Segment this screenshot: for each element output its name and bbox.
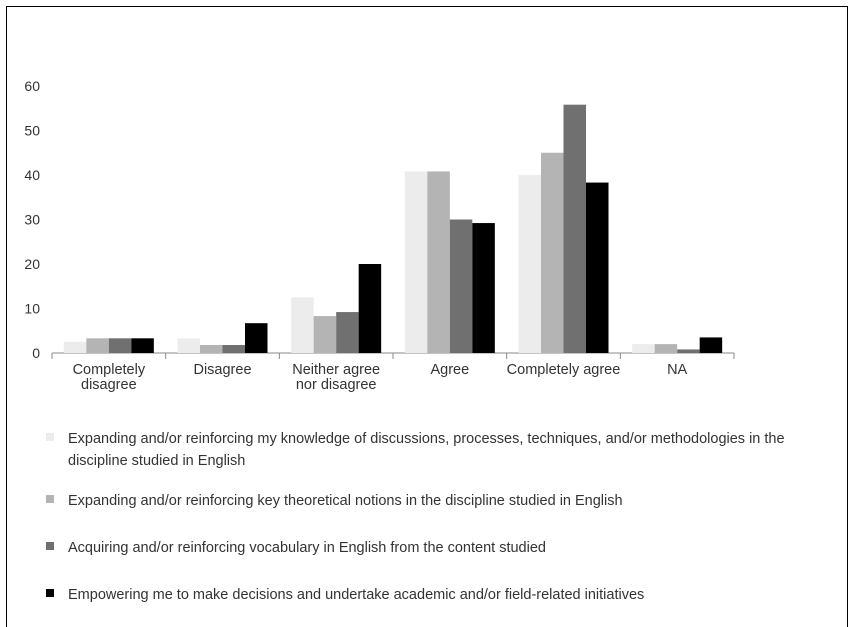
y-tick-label: 30 [24, 212, 40, 228]
chart-frame [6, 6, 848, 627]
bar [313, 316, 337, 353]
legend-item: Acquiring and/or reinforcing vocabulary … [46, 537, 843, 559]
legend-item: Empowering me to make decisions and unde… [46, 584, 843, 606]
bar [654, 344, 678, 353]
bar [541, 152, 564, 353]
legend-label: Expanding and/or reinforcing my knowledg… [68, 431, 785, 469]
bar [632, 344, 655, 353]
bar [336, 312, 359, 353]
bar [177, 338, 200, 353]
bar [404, 171, 428, 353]
bar [699, 337, 723, 353]
bar [586, 182, 609, 353]
x-tick-label: nor disagree [296, 377, 377, 393]
x-tick-label: Completely [73, 362, 146, 378]
x-tick-label: NA [667, 362, 687, 378]
y-tick-label: 10 [24, 301, 40, 317]
y-tick-label: 50 [24, 123, 40, 139]
bar [677, 349, 700, 353]
bar [427, 171, 450, 353]
y-tick-label: 40 [24, 167, 40, 183]
bar [86, 338, 109, 353]
bar [358, 264, 382, 353]
x-tick-label: disagree [81, 377, 137, 393]
bar [291, 297, 314, 353]
legend-swatch [46, 495, 54, 503]
legend-label: Empowering me to make decisions and unde… [68, 587, 645, 603]
x-tick-label: Completely agree [507, 362, 621, 378]
x-tick-label: Neither agree [292, 362, 380, 378]
bar [131, 338, 154, 353]
legend-label: Acquiring and/or reinforcing vocabulary … [68, 540, 546, 556]
x-tick-label: Disagree [193, 362, 251, 378]
y-tick-label: 20 [24, 256, 40, 272]
bar [63, 341, 87, 353]
bar [472, 223, 495, 353]
bar [222, 344, 245, 353]
bar [108, 338, 132, 353]
bar [200, 344, 223, 353]
legend-swatch [46, 433, 54, 441]
bar [563, 104, 586, 353]
y-tick-label: 0 [32, 345, 40, 361]
bar [518, 175, 541, 353]
legend-swatch [46, 542, 54, 550]
legend-item: Expanding and/or reinforcing my knowledg… [46, 428, 843, 472]
legend-swatch [46, 589, 54, 597]
legend-label: Expanding and/or reinforcing key theoret… [68, 493, 623, 509]
bar [449, 219, 473, 353]
y-tick-label: 60 [24, 78, 40, 94]
bar [245, 323, 268, 353]
legend-item: Expanding and/or reinforcing key theoret… [46, 490, 843, 512]
x-tick-label: Agree [430, 362, 469, 378]
